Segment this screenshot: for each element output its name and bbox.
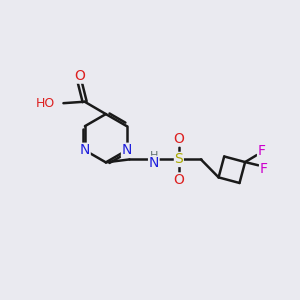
Text: N: N bbox=[80, 143, 90, 157]
Text: O: O bbox=[173, 173, 184, 187]
Text: N: N bbox=[148, 156, 159, 170]
Text: H: H bbox=[150, 151, 158, 160]
Text: HO: HO bbox=[36, 97, 55, 110]
Text: S: S bbox=[175, 152, 183, 167]
Text: N: N bbox=[122, 143, 132, 157]
Text: O: O bbox=[74, 69, 85, 83]
Text: F: F bbox=[260, 162, 268, 176]
Text: O: O bbox=[173, 132, 184, 146]
Text: F: F bbox=[258, 144, 266, 158]
